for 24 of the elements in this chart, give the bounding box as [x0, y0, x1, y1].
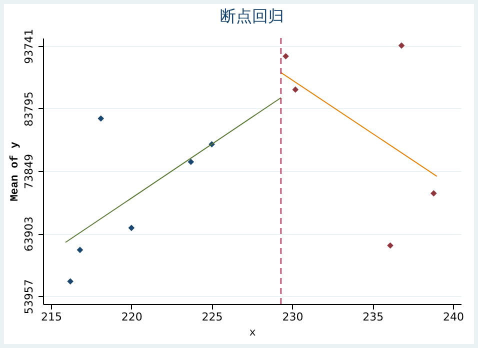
point — [76, 246, 84, 254]
chart-title: 断点回归 — [220, 6, 284, 26]
y-tick-label: 53957 — [22, 279, 36, 314]
y-tick-label: 83795 — [22, 91, 36, 126]
point — [188, 158, 194, 166]
x-tick-label: 235 — [362, 310, 384, 324]
x-tick-label: 225 — [202, 310, 223, 324]
y-axis-title: Mean of y — [8, 141, 22, 202]
point — [387, 242, 394, 249]
x-tick-label: 240 — [442, 310, 464, 324]
point — [398, 42, 405, 49]
x-tick-label: 215 — [41, 310, 62, 324]
y-tick-label: 93741 — [22, 28, 36, 64]
x-tick-label: 230 — [282, 310, 304, 324]
point — [128, 224, 135, 232]
x-axis-title: x — [249, 328, 256, 340]
y-tick-label: 63903 — [22, 216, 36, 252]
point — [430, 190, 437, 196]
point — [282, 53, 289, 60]
y-tick-label: 73849 — [22, 154, 36, 190]
x-tick-label: 220 — [121, 310, 142, 324]
point — [292, 86, 299, 93]
point — [67, 278, 74, 285]
point — [98, 115, 104, 122]
